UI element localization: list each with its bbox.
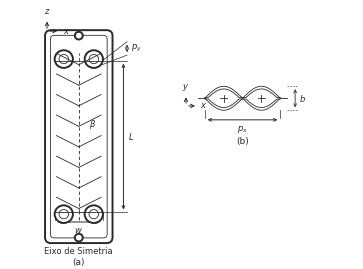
Text: $y$: $y$: [182, 82, 189, 93]
Circle shape: [59, 55, 69, 64]
Text: $b$: $b$: [299, 93, 306, 104]
Circle shape: [75, 32, 83, 40]
Text: (b): (b): [236, 137, 249, 146]
Circle shape: [85, 50, 103, 68]
Text: $w$: $w$: [74, 226, 83, 235]
Text: Eixo de Simetria: Eixo de Simetria: [45, 247, 113, 256]
Circle shape: [89, 210, 98, 219]
Text: $\beta$: $\beta$: [89, 118, 96, 131]
Circle shape: [55, 205, 73, 223]
Text: $x$: $x$: [200, 101, 207, 111]
Text: (a): (a): [73, 259, 85, 267]
Circle shape: [55, 50, 73, 68]
FancyBboxPatch shape: [45, 30, 113, 243]
Circle shape: [85, 205, 103, 223]
Text: $z$: $z$: [44, 7, 50, 16]
Circle shape: [75, 234, 83, 242]
Circle shape: [89, 55, 98, 64]
Text: $p_y$: $p_y$: [131, 43, 142, 54]
Circle shape: [59, 210, 69, 219]
Text: $x$: $x$: [63, 27, 70, 36]
Text: $L$: $L$: [129, 131, 135, 142]
Text: $p_x$: $p_x$: [237, 124, 248, 135]
